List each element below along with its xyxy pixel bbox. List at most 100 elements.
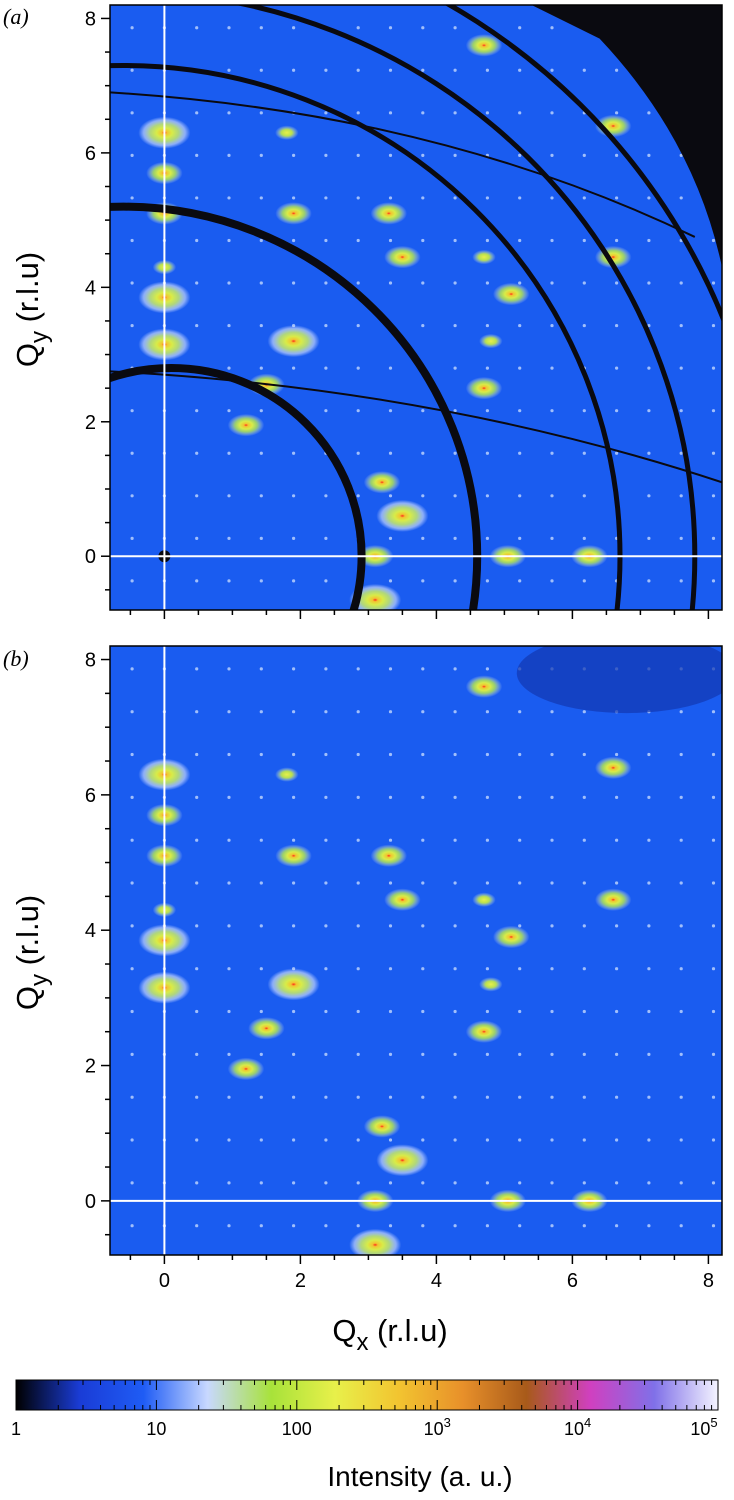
lattice-dot — [518, 1267, 521, 1270]
lattice-dot — [356, 710, 360, 714]
lattice-dot — [227, 924, 231, 928]
lattice-dot — [550, 494, 554, 498]
lattice-dot — [582, 451, 586, 455]
lattice-dot — [485, 752, 489, 757]
lattice-dot — [518, 710, 522, 714]
lattice-dot — [388, 1052, 393, 1056]
lattice-dot — [582, 1009, 586, 1014]
lattice-dot — [356, 68, 360, 72]
lattice-dot — [421, 924, 425, 928]
lattice-dot — [131, 622, 134, 625]
lattice-dot — [260, 624, 263, 627]
lattice-dot — [421, 1052, 425, 1056]
lattice-dot — [324, 624, 327, 627]
lattice-dot — [453, 667, 457, 671]
lattice-dot — [583, 624, 586, 627]
lattice-dot — [421, 710, 425, 714]
lattice-dot — [583, 622, 586, 625]
lattice-dot — [195, 1052, 199, 1056]
lattice-dot — [518, 752, 522, 757]
lattice-dot — [615, 1138, 619, 1142]
colorbar-tick-base: 10 — [690, 1419, 710, 1439]
lattice-dot — [453, 838, 457, 842]
lattice-dot — [518, 26, 522, 30]
lattice-dot — [130, 967, 134, 971]
lattice-dot — [421, 153, 425, 157]
lattice-dot — [582, 752, 586, 757]
lattice-dot — [292, 1181, 296, 1185]
lattice-dot — [421, 1095, 425, 1099]
lattice-dot — [582, 924, 586, 928]
lattice-dot — [615, 111, 619, 115]
lattice-dot — [195, 111, 199, 115]
lattice-dot — [130, 451, 134, 455]
lattice-dot — [259, 752, 263, 757]
lattice-dot — [615, 1052, 619, 1056]
y-tick-label: 8 — [85, 8, 96, 30]
lattice-dot — [292, 881, 296, 885]
lattice-dot — [550, 366, 554, 370]
lattice-dot — [453, 111, 457, 115]
lattice-dot — [98, 1138, 101, 1141]
lattice-dot — [98, 494, 101, 497]
lattice-dot — [259, 924, 263, 928]
lattice-dot — [615, 924, 619, 928]
lattice-dot — [259, 1224, 263, 1228]
lattice-dot — [453, 238, 457, 243]
lattice-dot — [647, 924, 651, 928]
lattice-dot — [647, 451, 651, 455]
lattice-dot — [324, 967, 328, 971]
lattice-dot — [680, 622, 683, 625]
lattice-dot — [259, 68, 263, 72]
lattice-dot — [582, 196, 586, 200]
lattice-dot — [98, 367, 101, 370]
lattice-dot — [130, 752, 134, 757]
lattice-dot — [453, 366, 457, 370]
plot-frame — [109, 645, 723, 1256]
x-axis-title: Qx (r.l.u) — [332, 1313, 447, 1356]
lattice-dot — [582, 281, 586, 285]
lattice-dot — [518, 924, 522, 928]
y-tick-label: 0 — [85, 1191, 96, 1213]
lattice-dot — [356, 111, 360, 115]
y-tick-label: 8 — [85, 650, 96, 672]
lattice-dot — [130, 68, 134, 72]
lattice-dot — [518, 1138, 522, 1142]
lattice-dot — [453, 494, 457, 498]
lattice-dot — [485, 1009, 489, 1014]
lattice-dot — [550, 1009, 554, 1014]
colorbar-tick-label: 105 — [690, 1415, 717, 1439]
colorbar-tick-base: 10 — [424, 1419, 444, 1439]
lattice-dot — [711, 710, 716, 714]
lattice-dot — [227, 795, 231, 799]
lattice-dot — [259, 967, 263, 971]
lattice-dot — [711, 924, 716, 928]
lattice-dot — [485, 281, 489, 285]
lattice-dot — [324, 1052, 328, 1056]
lattice-dot — [615, 881, 619, 885]
lattice-dot — [292, 451, 296, 455]
lattice-dot — [356, 881, 360, 885]
lattice-dot — [130, 1095, 134, 1099]
lattice-dot — [292, 238, 296, 243]
lattice-dot — [98, 1053, 101, 1056]
lattice-dot — [647, 1052, 651, 1056]
lattice-dot — [485, 196, 489, 200]
lattice-dot — [227, 494, 231, 498]
lattice-dot — [388, 1009, 393, 1014]
lattice-dot — [453, 795, 457, 799]
lattice-dot — [195, 1138, 199, 1142]
lattice-dot — [356, 451, 360, 455]
lattice-dot — [485, 111, 489, 115]
lattice-dot — [647, 967, 651, 971]
lattice-dot — [356, 366, 360, 370]
lattice-dot — [453, 26, 457, 30]
lattice-dot — [550, 622, 553, 625]
lattice-dot — [421, 1267, 424, 1270]
lattice-dot — [582, 967, 586, 971]
lattice-dot — [195, 1224, 199, 1228]
lattice-dot — [518, 881, 522, 885]
lattice-dot — [518, 323, 522, 328]
lattice-dot — [356, 795, 360, 799]
